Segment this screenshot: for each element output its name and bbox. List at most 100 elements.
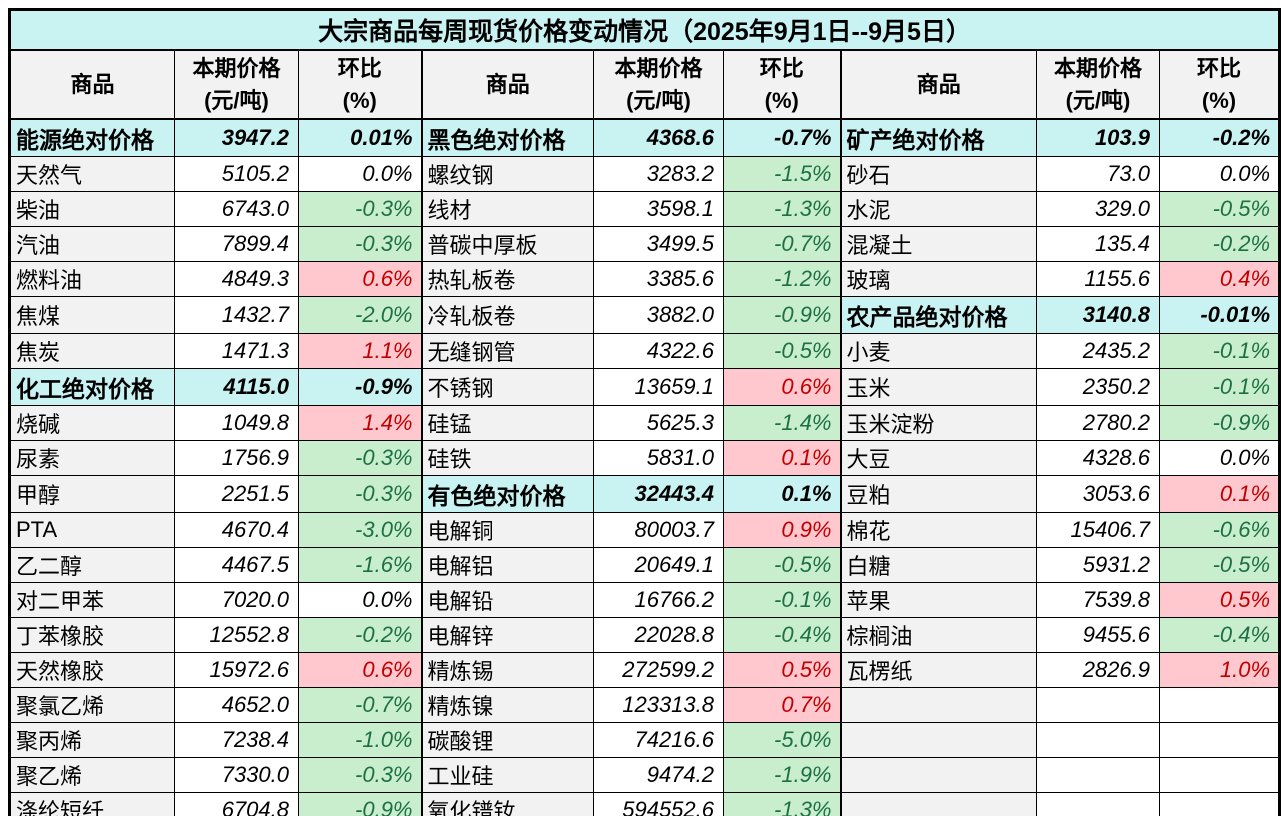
commodity-name-cell: 汽油 [9, 226, 175, 262]
commodity-name-cell [839, 722, 1037, 758]
commodity-name-cell: 精炼镍 [420, 687, 594, 723]
pct-change-cell: -0.7% [298, 687, 422, 723]
col-header-commodity: 商品 [9, 49, 175, 120]
commodity-name-cell: 线材 [420, 191, 594, 227]
commodity-name-cell: 棉花 [839, 512, 1037, 548]
col-header-price-line2: (元/吨) [626, 87, 691, 113]
pct-change-cell: -0.1% [723, 582, 841, 618]
pct-change-cell: -0.3% [298, 191, 422, 227]
pct-change-cell: -0.3% [298, 475, 422, 513]
commodity-name-cell: 天然气 [9, 156, 175, 192]
pct-change-cell: 0.7% [723, 687, 841, 723]
pct-change-cell: 1.1% [298, 333, 422, 369]
commodity-name-cell: 瓦楞纸 [839, 652, 1037, 688]
commodity-name-cell: 大豆 [839, 440, 1037, 476]
price-cell: 22028.8 [593, 617, 724, 653]
price-cell: 9474.2 [593, 757, 724, 793]
pct-change-cell: -1.0% [298, 722, 422, 758]
col-header-price-line2: (元/吨) [204, 87, 269, 113]
pct-change-cell [1158, 687, 1281, 723]
section-name-cell: 有色绝对价格 [420, 475, 594, 513]
pct-change-cell: -1.2% [723, 261, 841, 297]
table-row: 能源绝对价格 3947.2 0.01% 黑色绝对价格 4368.6 -0.7% 矿产绝对价格… [9, 118, 1281, 157]
commodity-name-cell: 不锈钢 [420, 368, 594, 406]
price-cell: 3053.6 [1036, 475, 1160, 513]
section-name-cell: 黑色绝对价格 [420, 118, 594, 157]
pct-change-cell: 0.1% [723, 440, 841, 476]
commodity-name-cell: 棕榈油 [839, 617, 1037, 653]
pct-change-cell: -0.2% [1158, 118, 1281, 157]
commodity-name-cell: 工业硅 [420, 757, 594, 793]
table-row: PTA 4670.4 -3.0% 电解铜 80003.7 0.9% 棉花 15406.7 -0.… [9, 512, 1281, 548]
pct-change-cell: -0.5% [723, 333, 841, 369]
col-header-price: 本期价格 (元/吨) [1036, 49, 1160, 120]
price-cell: 74216.6 [593, 722, 724, 758]
col-header-pct: 环比 (%) [1158, 49, 1281, 120]
table-row: 聚乙烯 7330.0 -0.3% 工业硅 9474.2 -1.9% [9, 757, 1281, 793]
table-row: 丁苯橡胶 12552.8 -0.2% 电解锌 22028.8 -0.4% 棕榈油 9455.6… [9, 617, 1281, 653]
price-cell: 3947.2 [174, 118, 299, 157]
price-cell: 1432.7 [174, 296, 299, 334]
pct-change-cell: -0.4% [723, 617, 841, 653]
price-cell: 3140.8 [1036, 296, 1160, 334]
table-row: 燃料油 4849.3 0.6% 热轧板卷 3385.6 -1.2% 玻璃 1155.6 0.4% [9, 261, 1281, 297]
pct-change-cell: 1.4% [298, 405, 422, 441]
pct-change-cell: -0.9% [298, 368, 422, 406]
commodity-name-cell: 烧碱 [9, 405, 175, 441]
commodity-name-cell: 冷轧板卷 [420, 296, 594, 334]
pct-change-cell: -0.7% [723, 226, 841, 262]
pct-change-cell: 0.4% [1158, 261, 1281, 297]
pct-change-cell [1158, 722, 1281, 758]
col-header-pct-line2: (%) [1201, 87, 1237, 113]
pct-change-cell: 0.0% [298, 582, 422, 618]
commodity-name-cell: 丁苯橡胶 [9, 617, 175, 653]
col-header-commodity-label: 商品 [70, 71, 115, 97]
commodity-name-cell [839, 687, 1037, 723]
commodity-name-cell: 电解铝 [420, 547, 594, 583]
commodity-name-cell: 氧化镨钕 [420, 792, 594, 816]
col-header-commodity-label: 商品 [485, 71, 530, 97]
col-header-pct-line2: (%) [764, 87, 799, 113]
pct-change-cell: 0.0% [1158, 440, 1281, 476]
table-row: 聚氯乙烯 4652.0 -0.7% 精炼镍 123313.8 0.7% [9, 687, 1281, 723]
price-cell: 2780.2 [1036, 405, 1160, 441]
col-header-price-line1: 本期价格 [614, 55, 703, 81]
price-cell: 135.4 [1036, 226, 1160, 262]
pct-change-cell: 0.01% [298, 118, 422, 157]
price-cell: 6704.8 [174, 792, 299, 816]
col-header-price: 本期价格 (元/吨) [593, 49, 724, 120]
price-cell: 13659.1 [593, 368, 724, 406]
table-row: 化工绝对价格 4115.0 -0.9% 不锈钢 13659.1 0.6% 玉米 2350.2-… [9, 368, 1281, 406]
price-cell [1036, 792, 1160, 816]
price-cell: 1049.8 [174, 405, 299, 441]
price-cell: 5831.0 [593, 440, 724, 476]
price-cell: 7330.0 [174, 757, 299, 793]
pct-change-cell: -0.4% [1158, 617, 1281, 653]
commodity-name-cell: 涤纶短纤 [9, 792, 175, 816]
pct-change-cell: -0.3% [298, 757, 422, 793]
pct-change-cell: -0.7% [723, 118, 841, 157]
pct-change-cell: 0.6% [723, 368, 841, 406]
price-cell: 4368.6 [593, 118, 724, 157]
commodity-name-cell: 热轧板卷 [420, 261, 594, 297]
pct-change-cell: -1.6% [298, 547, 422, 583]
price-cell: 5625.3 [593, 405, 724, 441]
commodity-name-cell: 碳酸锂 [420, 722, 594, 758]
col-header-pct-line1: 环比 [1197, 55, 1242, 81]
pct-change-cell: -1.3% [723, 792, 841, 816]
price-cell: 4467.5 [174, 547, 299, 583]
col-header-commodity-label: 商品 [916, 71, 961, 97]
commodity-name-cell: 螺纹钢 [420, 156, 594, 192]
commodity-name-cell: 柴油 [9, 191, 175, 227]
commodity-name-cell: 硅铁 [420, 440, 594, 476]
table-title-row: 大宗商品每周现货价格变动情况（2025年9月1日--9月5日） [8, 9, 1281, 51]
pct-change-cell: -0.6% [1158, 512, 1281, 548]
commodity-name-cell: 焦煤 [9, 296, 175, 334]
price-cell: 15406.7 [1036, 512, 1160, 548]
pct-change-cell: 0.0% [298, 156, 422, 192]
commodity-name-cell: 聚丙烯 [9, 722, 175, 758]
price-cell: 103.9 [1036, 118, 1160, 157]
price-cell: 73.0 [1036, 156, 1160, 192]
table-row: 天然橡胶 15972.6 0.6% 精炼锡 272599.2 0.5% 瓦楞纸 2826.9 1… [9, 652, 1281, 688]
